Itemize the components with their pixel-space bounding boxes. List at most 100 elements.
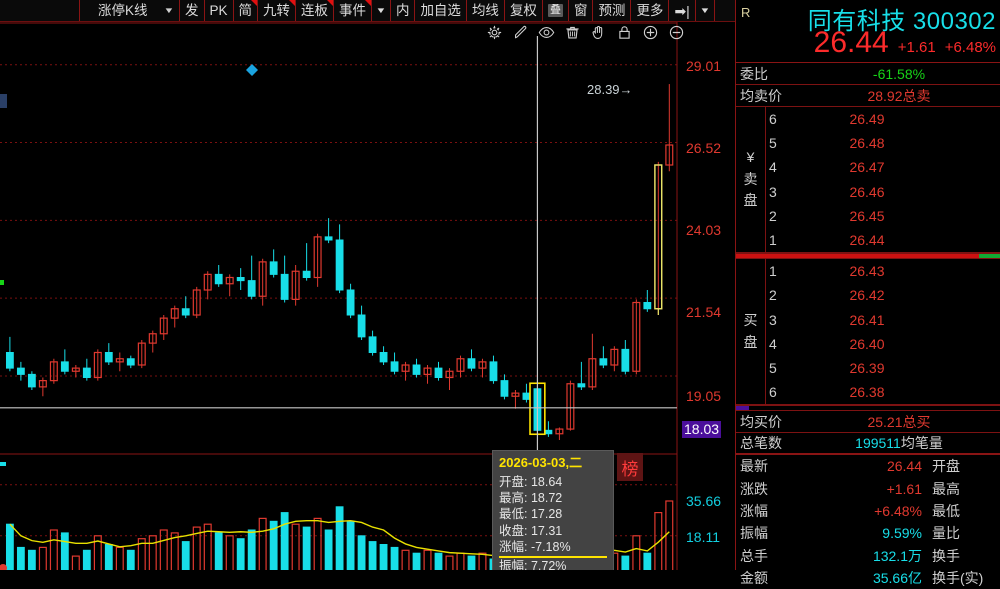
tb-shijian[interactable]: 事件 — [334, 0, 373, 21]
high-price-value: 28.39 — [587, 82, 620, 97]
order-book-row[interactable]: 4 26.40 — [766, 332, 1000, 356]
hand-icon[interactable] — [590, 24, 607, 41]
tb-nei[interactable]: 内 — [391, 0, 416, 21]
stat-label-3: 振幅 — [740, 525, 768, 542]
tb-yuce[interactable]: 预测 — [593, 0, 632, 21]
order-book-row[interactable]: 6 26.49 — [766, 107, 1000, 131]
tooltip-value-0: 18.64 — [530, 474, 563, 489]
kline-canvas[interactable] — [0, 22, 735, 570]
tb-lianban[interactable]: 连板 — [296, 0, 335, 21]
stat-row-最新: 最新 26.44 开盘 — [736, 455, 1000, 477]
chevron-down-icon: ▼ — [163, 5, 175, 15]
volume-tick-0: 35.66 — [686, 493, 722, 509]
tooltip-row-最高: 最高: 18.72 — [499, 491, 563, 506]
tooltip-row-涨幅: 涨幅: -7.18% — [499, 539, 607, 559]
tooltip-value-5: 7.72% — [530, 559, 567, 570]
stock-code: 300302 — [912, 8, 996, 35]
order-book-row[interactable]: 6 26.38 — [766, 380, 1000, 404]
stat-row-涨幅: 涨幅 +6.48% 最低 — [736, 500, 1000, 522]
tooltip-value-2: 17.28 — [530, 507, 563, 522]
order-book-row[interactable]: 2 26.45 — [766, 204, 1000, 228]
stat-value-4: 132.1万 — [872, 547, 922, 564]
stat-value-3: 9.59% — [882, 525, 922, 542]
last-price: 26.44 — [813, 26, 889, 59]
tb-ma[interactable]: 均线 — [467, 0, 505, 21]
tb-add-fav-label: 加自选 — [420, 2, 461, 18]
tooltip-rows: 开盘: 18.64 最高: 18.72 最低: 17.28 收盘: 17.31 涨幅: … — [499, 474, 607, 570]
order-price: 26.49 — [849, 111, 885, 128]
price-change-pct: +6.48% — [944, 39, 996, 56]
tb-jiuzhuan[interactable]: 九转 — [258, 0, 297, 21]
order-count-label: 总笔数 — [740, 435, 782, 452]
order-book-row[interactable]: 4 26.47 — [766, 155, 1000, 179]
order-book-row[interactable]: 5 26.39 — [766, 356, 1000, 380]
buy-order-book[interactable]: 买 盘 1 26.43 2 26.42 3 26.41 4 26.40 5 26.39 6 26.38 — [736, 259, 1000, 406]
tb-caret2[interactable]: ▼ — [696, 0, 715, 21]
tb-die[interactable]: 叠 — [543, 0, 569, 21]
tb-fa[interactable]: 发 — [180, 0, 205, 21]
stat-label2-4: 换手 — [932, 547, 960, 564]
tb-caret1[interactable]: ▼ — [372, 0, 391, 21]
order-book-row[interactable]: 5 26.48 — [766, 131, 1000, 155]
volume-tick-1: 18.11 — [686, 529, 720, 545]
tb-yuce-label: 预测 — [598, 2, 626, 18]
order-count-value: 199511均笔量 — [802, 433, 996, 453]
sell-order-book[interactable]: ¥ 卖 盘 6 26.49 5 26.48 4 26.47 3 26.46 2 26.45 1 26.… — [736, 107, 1000, 254]
order-book-row[interactable]: 3 26.46 — [766, 180, 1000, 204]
order-price: 26.46 — [849, 183, 885, 200]
new-feature-corner-icon — [327, 0, 334, 6]
buy-side-label: 买 盘 — [736, 259, 766, 405]
candle-tooltip: 2026-03-03,二 开盘: 18.64 最高: 18.72 最低: 17.28… — [492, 450, 614, 570]
row-order-count: 总笔数 199511均笔量 — [736, 433, 1000, 456]
avg-buy-num: 25.21 — [867, 413, 903, 430]
tb-jian[interactable]: 简 — [234, 0, 259, 21]
zoom-out-icon[interactable] — [668, 24, 685, 41]
quote-panel: R 同有科技 300302 26.44 +1.61 +6.48% 委比 -61.… — [735, 0, 1000, 586]
sell-label-char-1: 盘 — [743, 192, 758, 209]
trash-icon[interactable] — [564, 24, 581, 41]
order-price: 26.42 — [849, 287, 885, 304]
tooltip-label-5: 振幅 — [499, 559, 525, 570]
tb-jian-label: 简 — [238, 2, 253, 18]
stock-title: 同有科技 300302 — [736, 1, 996, 36]
order-book-row[interactable]: 2 26.42 — [766, 283, 1000, 307]
order-level: 1 — [769, 263, 777, 280]
tb-add-fav[interactable]: 加自选 — [415, 0, 467, 21]
order-book-row[interactable]: 3 26.41 — [766, 308, 1000, 332]
eye-icon[interactable] — [538, 24, 555, 41]
stat-value-5: 35.66亿 — [872, 569, 922, 586]
avg-sell-label: 均卖价 — [740, 87, 782, 104]
order-book-row[interactable]: 1 26.43 — [766, 259, 1000, 283]
arrow-right-icon: → — [619, 82, 633, 97]
tb-chuang[interactable]: 窗 — [569, 0, 594, 21]
currency-icon: ¥ — [746, 149, 755, 166]
kline-type-selector[interactable]: 涨停K线 ▼ — [80, 0, 180, 21]
order-price: 26.39 — [849, 359, 885, 376]
sell-side-label: ¥ 卖 盘 — [736, 107, 766, 253]
zoom-in-icon[interactable] — [642, 24, 659, 41]
avg-buy-label: 均买价 — [740, 413, 782, 430]
toolbar-left-spacer — [0, 0, 80, 21]
balance-purple-segment — [736, 406, 750, 411]
tb-pk[interactable]: PK — [205, 0, 234, 21]
current-price-tag: 18.03 — [682, 421, 722, 438]
tb-more[interactable]: 更多 — [631, 0, 670, 21]
tb-caret1-label: ▼ — [375, 5, 387, 15]
pen-icon[interactable] — [512, 24, 529, 41]
kline-chart-panel[interactable]: 29.01 26.52 24.03 21.54 19.05 18.03 35.6… — [0, 22, 735, 570]
stat-label2-3: 量比 — [932, 525, 960, 542]
stat-rows: 最新 26.44 开盘 涨跌 +1.61 最高 涨幅 +6.48% 最低 振幅 9.59% 量比 总手 1… — [736, 455, 1000, 589]
lock-icon[interactable] — [616, 24, 633, 41]
order-book-row[interactable]: 1 26.44 — [766, 228, 1000, 252]
rank-badge[interactable]: 榜 — [617, 453, 643, 481]
tb-nei-label: 内 — [395, 2, 410, 18]
market-flag: R — [741, 5, 751, 20]
tb-next[interactable]: ➡| — [669, 0, 696, 21]
tooltip-row-收盘: 收盘: 17.31 — [499, 523, 563, 538]
avg-sell-value: 28.92总卖 — [802, 86, 996, 106]
price-tick-1: 26.52 — [686, 140, 722, 156]
gear-icon[interactable] — [486, 24, 503, 41]
stat-label2-5: 换手(实) — [932, 569, 984, 586]
tb-fuquan[interactable]: 复权 — [505, 0, 543, 21]
stat-label-0: 最新 — [740, 458, 768, 475]
